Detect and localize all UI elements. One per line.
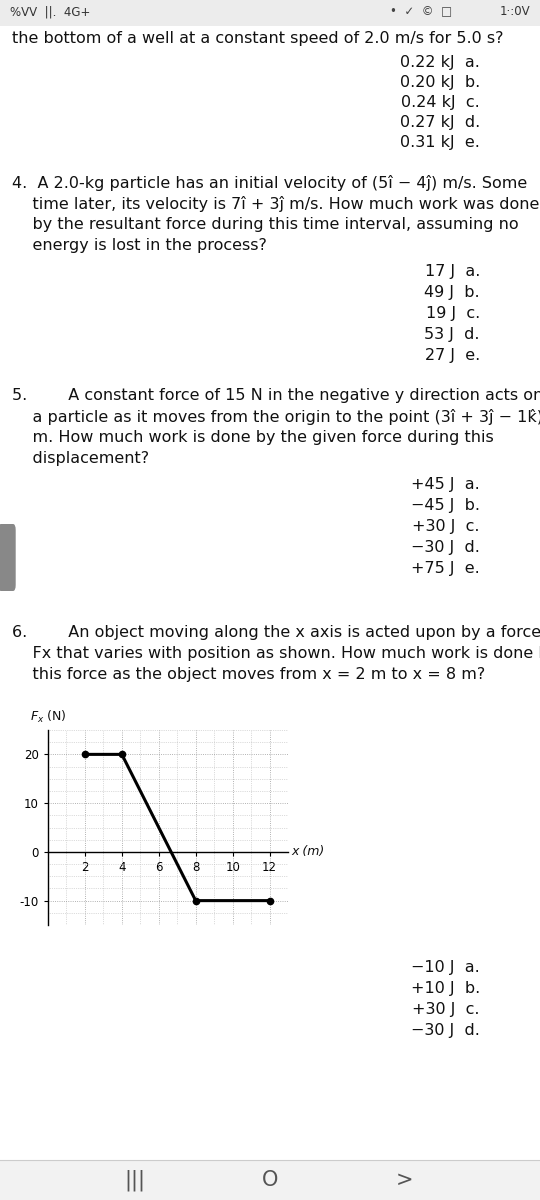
Text: energy is lost in the process?: energy is lost in the process? <box>12 238 267 253</box>
Text: −30 J  d.: −30 J d. <box>411 1022 480 1038</box>
Bar <box>0 1160 540 1200</box>
Text: displacement?: displacement? <box>12 451 149 466</box>
Text: +10 J  b.: +10 J b. <box>411 982 480 996</box>
Text: 27 J  e.: 27 J e. <box>425 348 480 362</box>
Bar <box>1 530 13 584</box>
Text: 0.20 kJ  b.: 0.20 kJ b. <box>400 74 480 90</box>
Text: m. How much work is done by the given force during this: m. How much work is done by the given fo… <box>12 430 494 445</box>
Text: $F_x$ (N): $F_x$ (N) <box>30 709 66 725</box>
Text: Fx that varies with position as shown. How much work is done by: Fx that varies with position as shown. H… <box>12 646 540 661</box>
Text: −10 J  a.: −10 J a. <box>411 960 480 974</box>
Text: 0.31 kJ  e.: 0.31 kJ e. <box>400 134 480 150</box>
Text: by the resultant force during this time interval, assuming no: by the resultant force during this time … <box>12 217 518 232</box>
Text: 53 J  d.: 53 J d. <box>424 326 480 342</box>
Text: this force as the object moves from x = 2 m to x = 8 m?: this force as the object moves from x = … <box>12 667 485 682</box>
Text: 49 J  b.: 49 J b. <box>424 284 480 300</box>
Text: 5.        A constant force of 15 N in the negative y direction acts on: 5. A constant force of 15 N in the negat… <box>12 388 540 403</box>
Text: 19 J  c.: 19 J c. <box>426 306 480 320</box>
Text: +75 J  e.: +75 J e. <box>411 560 480 576</box>
FancyBboxPatch shape <box>0 524 16 592</box>
Text: O: O <box>262 1170 278 1190</box>
Text: +30 J  c.: +30 J c. <box>413 1002 480 1018</box>
Bar <box>0 0 540 26</box>
Text: |||: ||| <box>125 1169 145 1190</box>
Text: the bottom of a well at a constant speed of 2.0 m/s for 5.0 s?: the bottom of a well at a constant speed… <box>12 31 503 46</box>
Text: +45 J  a.: +45 J a. <box>411 476 480 492</box>
Text: 6.        An object moving along the x axis is acted upon by a force: 6. An object moving along the x axis is … <box>12 625 540 640</box>
Text: •  ✓  ©  □: • ✓ © □ <box>390 5 452 18</box>
Text: 0.27 kJ  d.: 0.27 kJ d. <box>400 115 480 130</box>
Text: −30 J  d.: −30 J d. <box>411 540 480 554</box>
Text: %VV  ||.  4G+: %VV ||. 4G+ <box>10 5 90 18</box>
Text: +30 J  c.: +30 J c. <box>413 518 480 534</box>
Text: x (m): x (m) <box>292 845 325 858</box>
Text: −45 J  b.: −45 J b. <box>411 498 480 514</box>
Text: 0.24 kJ  c.: 0.24 kJ c. <box>401 95 480 110</box>
Text: 0.22 kJ  a.: 0.22 kJ a. <box>400 55 480 70</box>
Text: 4.  A 2.0-kg particle has an initial velocity of (5î − 4ĵ) m/s. Some: 4. A 2.0-kg particle has an initial velo… <box>12 175 527 191</box>
Text: a particle as it moves from the origin to the point (3î + 3ĵ − 1k̂): a particle as it moves from the origin t… <box>12 409 540 425</box>
Text: 1·:0V: 1·:0V <box>500 5 530 18</box>
Text: 17 J  a.: 17 J a. <box>424 264 480 278</box>
Text: time later, its velocity is 7î + 3ĵ m/s. How much work was done: time later, its velocity is 7î + 3ĵ m/s.… <box>12 196 539 212</box>
Text: >: > <box>396 1170 414 1190</box>
